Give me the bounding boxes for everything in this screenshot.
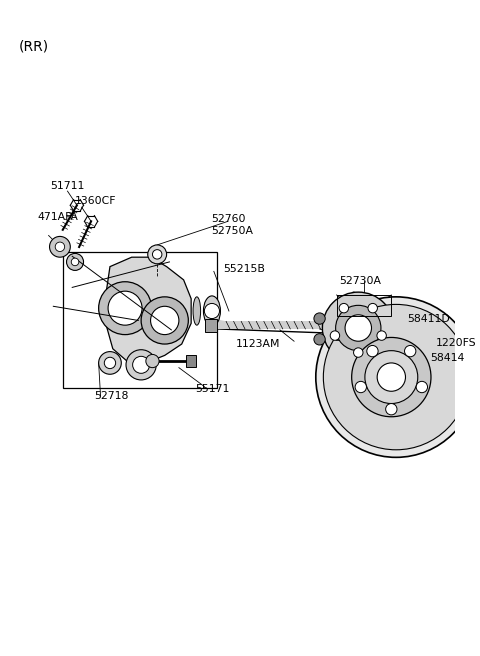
Circle shape — [67, 253, 84, 270]
Circle shape — [141, 297, 188, 344]
Bar — [63, 253, 216, 388]
Text: 1360CF: 1360CF — [75, 195, 117, 205]
Circle shape — [416, 381, 428, 393]
Circle shape — [377, 331, 386, 340]
Circle shape — [49, 236, 70, 257]
Bar — [205, 319, 216, 332]
Ellipse shape — [204, 296, 220, 326]
Circle shape — [330, 331, 340, 340]
Bar — [336, 295, 391, 316]
Circle shape — [336, 305, 381, 351]
Circle shape — [71, 258, 79, 266]
Circle shape — [324, 304, 469, 450]
Circle shape — [314, 334, 325, 345]
Circle shape — [204, 304, 219, 319]
Text: 58411D: 58411D — [408, 314, 450, 323]
Circle shape — [314, 313, 325, 324]
Circle shape — [367, 346, 378, 357]
Circle shape — [339, 304, 348, 313]
Ellipse shape — [347, 292, 360, 364]
Circle shape — [151, 306, 179, 335]
Text: 55215B: 55215B — [223, 264, 265, 274]
Circle shape — [126, 350, 156, 380]
Circle shape — [355, 381, 366, 393]
Text: 52730A: 52730A — [339, 276, 382, 286]
Circle shape — [405, 346, 416, 357]
Circle shape — [354, 348, 363, 358]
Text: 471AFA: 471AFA — [37, 212, 78, 222]
Circle shape — [352, 337, 431, 417]
Polygon shape — [106, 257, 191, 363]
Circle shape — [153, 250, 162, 259]
Circle shape — [148, 245, 167, 264]
Circle shape — [132, 356, 150, 373]
Circle shape — [323, 292, 394, 364]
Circle shape — [98, 281, 152, 335]
Circle shape — [55, 242, 65, 251]
Text: 52750A: 52750A — [211, 226, 253, 236]
Text: 51752: 51752 — [334, 333, 368, 343]
Circle shape — [108, 291, 142, 325]
Circle shape — [316, 297, 476, 457]
Text: 1123AM: 1123AM — [236, 339, 280, 349]
Text: 52718: 52718 — [94, 391, 128, 401]
Text: 55171: 55171 — [195, 384, 229, 394]
Circle shape — [104, 358, 116, 369]
Circle shape — [377, 363, 406, 391]
Text: 51711: 51711 — [50, 181, 85, 192]
Circle shape — [98, 352, 121, 375]
Bar — [216, 321, 346, 329]
Text: 52760: 52760 — [211, 215, 245, 224]
Bar — [186, 356, 196, 367]
Ellipse shape — [193, 297, 201, 325]
Text: (RR): (RR) — [18, 39, 48, 53]
Circle shape — [345, 315, 372, 341]
Circle shape — [146, 354, 159, 367]
Text: 52752: 52752 — [334, 322, 368, 332]
Text: 58414: 58414 — [430, 353, 465, 363]
Circle shape — [368, 304, 377, 313]
Circle shape — [385, 403, 397, 415]
Text: 1220FS: 1220FS — [436, 338, 476, 348]
Circle shape — [365, 351, 418, 403]
